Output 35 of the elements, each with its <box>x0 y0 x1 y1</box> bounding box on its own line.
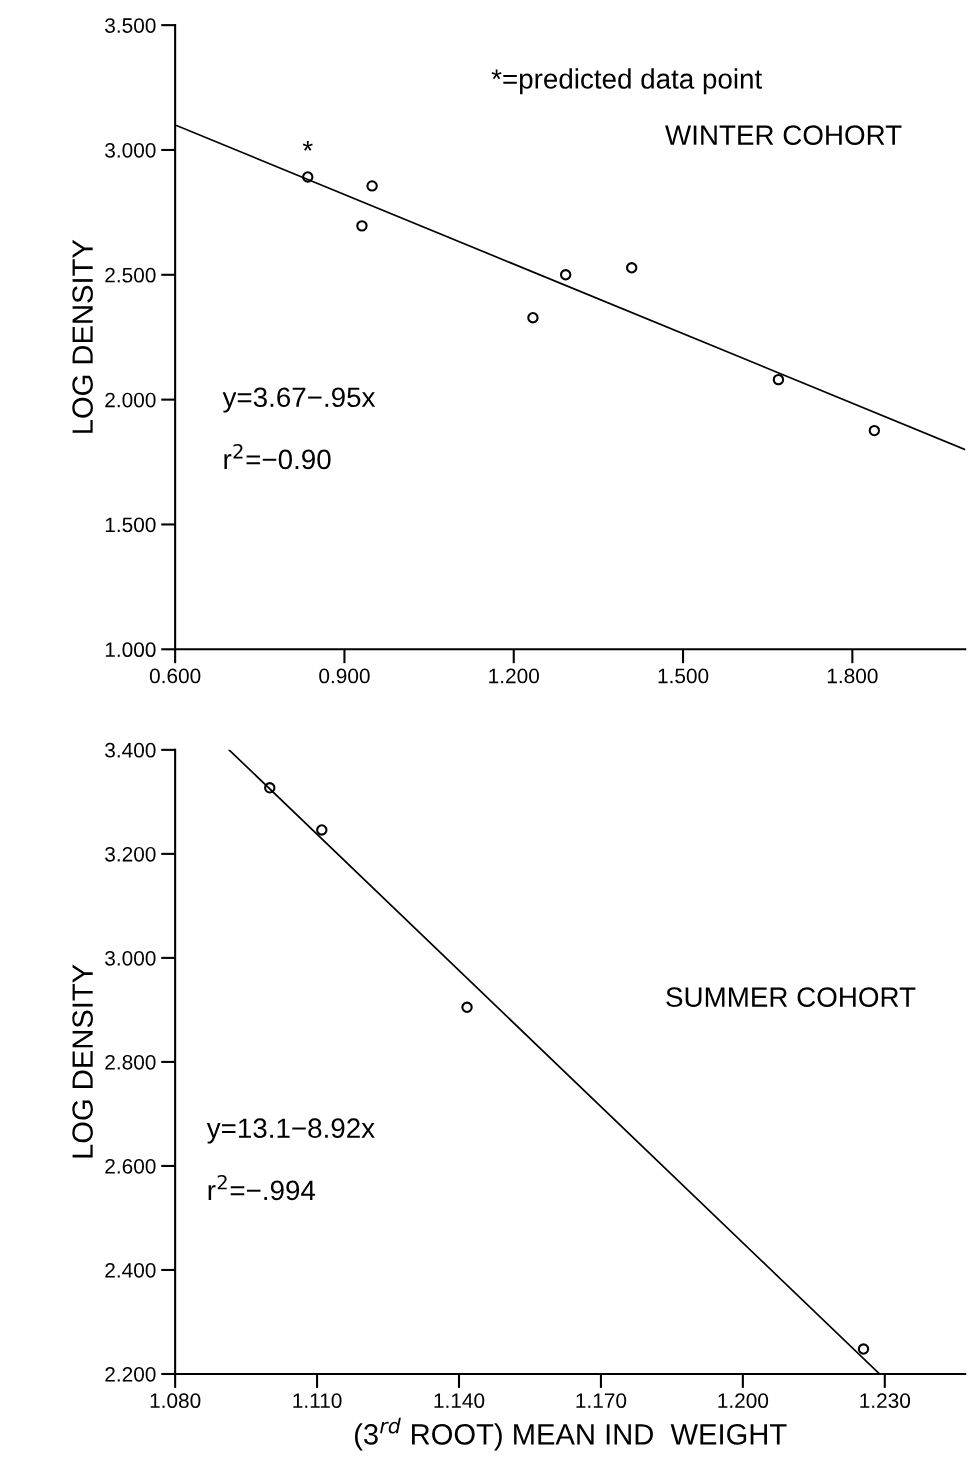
x-tick-label: 1.140 <box>434 1393 485 1409</box>
y-tick-label: 2.200 <box>105 1366 156 1382</box>
y-axis-title: LOG DENSITY <box>72 239 93 433</box>
x-tick-label: 1.110 <box>293 1393 342 1409</box>
annotation: y=13.1−8.92x <box>206 1118 375 1144</box>
annotation: * <box>302 140 313 151</box>
annotation: SUMMER COHORT <box>666 987 916 1007</box>
annotation: y=3.67−.95x <box>222 387 376 413</box>
x-tick-label: 1.200 <box>718 1393 769 1409</box>
x-axis-title: (3$^{rd}$ ROOT) MEAN IND WEIGHT <box>354 1417 787 1451</box>
y-tick-label: 3.500 <box>105 18 156 33</box>
y-tick-label: 2.000 <box>105 392 156 408</box>
x-tick-label: 0.900 <box>319 668 370 684</box>
annotation: WINTER COHORT <box>665 125 902 145</box>
y-tick-label: 3.000 <box>105 142 156 158</box>
y-tick-label: 1.000 <box>105 642 156 658</box>
y-tick-label: 2.500 <box>105 267 156 283</box>
x-tick-label: 0.600 <box>149 668 201 684</box>
x-tick-label: 1.080 <box>150 1393 201 1409</box>
y-tick-label: 1.500 <box>105 517 156 533</box>
y-tick-label: 3.400 <box>105 742 156 758</box>
x-tick-label: 1.200 <box>489 668 539 684</box>
x-tick-label: 1.500 <box>658 668 709 684</box>
y-tick-label: 3.200 <box>105 846 156 862</box>
y-axis-title: LOG DENSITY <box>72 964 93 1158</box>
x-tick-label: 1.170 <box>576 1393 627 1409</box>
y-tick-label: 2.400 <box>105 1262 156 1278</box>
y-tick-label: 3.000 <box>105 950 156 966</box>
y-tick-label: 2.800 <box>105 1054 156 1070</box>
annotation: *=predicted data point <box>491 68 762 95</box>
y-tick-label: 2.600 <box>105 1158 156 1174</box>
annotation: r$^{2}$=−.994 <box>208 1174 316 1201</box>
x-tick-label: 1.800 <box>827 668 878 684</box>
x-tick-label: 1.230 <box>860 1393 911 1409</box>
annotation: r$^{2}$=−0.90 <box>224 443 331 470</box>
